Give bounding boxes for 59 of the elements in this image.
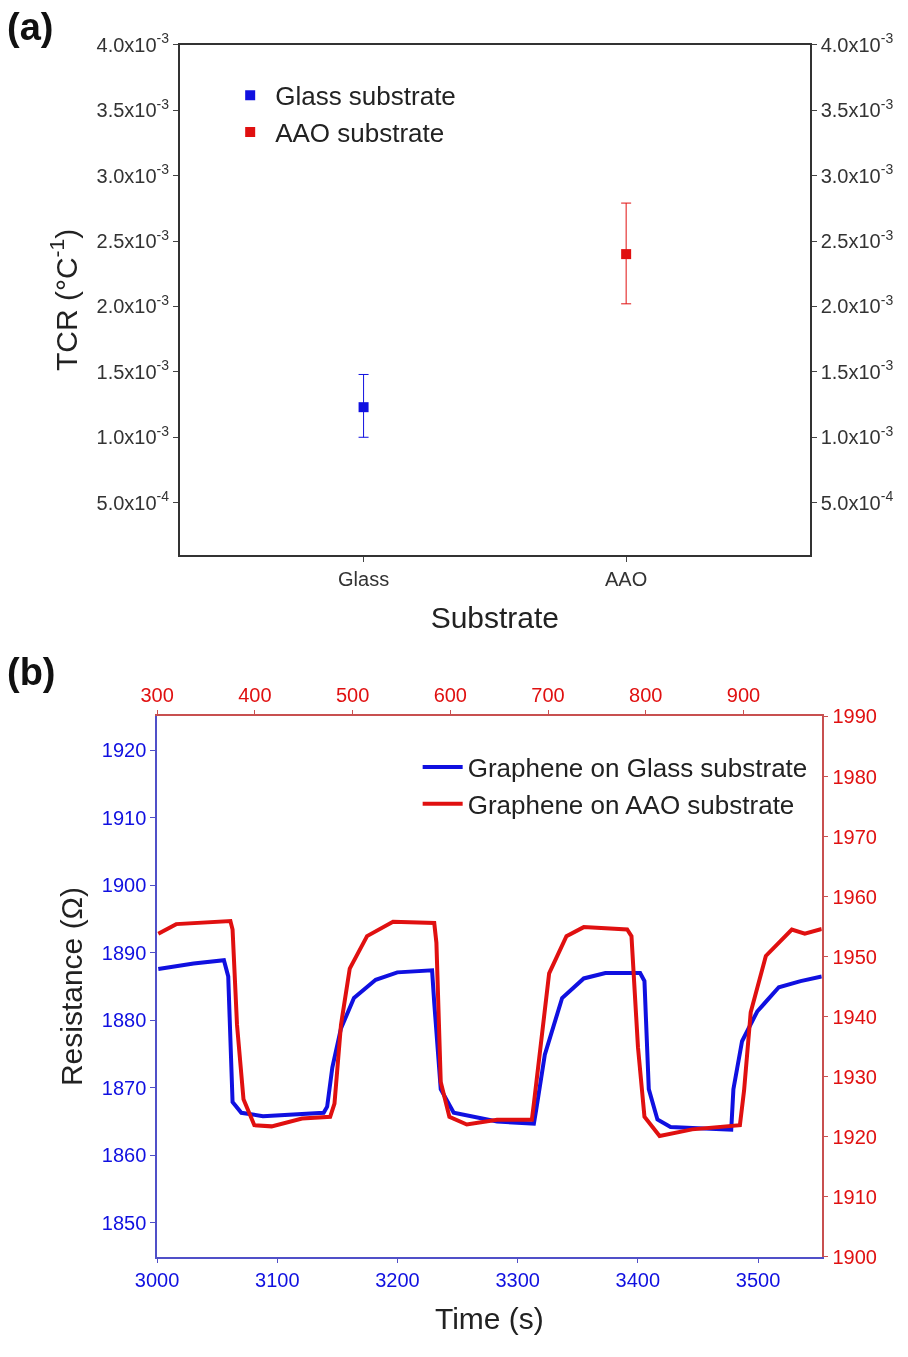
y-axis-title: Resistance (Ω) [55,886,89,1087]
y-tick-label: 1890 [101,941,147,964]
y2-tick-label: 4.0x10$^{-3}$ [820,30,894,56]
y-tick-label: 1880 [101,1009,147,1032]
y2-tick-label: 3.0x10$^{-3}$ [820,161,894,187]
y-tick-label: 1900 [101,874,147,897]
x2-tick-label: 400 [238,683,272,706]
y-tick-label: 3.5x10$^{-3}$ [96,95,170,122]
y-tick-label: 1.0x10$^{-3}$ [96,422,170,449]
legend-label: AAO substrate [275,118,445,149]
x-tick-label: 3000 [134,1269,180,1292]
y-tick-label: 1850 [101,1211,147,1234]
x2-tick-label: 600 [433,683,467,706]
line-series [157,919,822,1138]
x-tick-label: Glass [338,567,390,590]
x-tick-label: AAO [605,567,648,590]
chart-title: (a) [7,6,54,48]
y-tick-label: 1.5x10$^{-3}$ [96,357,170,383]
y-tick-label: 1910 [101,806,147,829]
y2-tick-label: 1990 [832,705,877,728]
x2-tick-label: 300 [140,683,174,706]
x-axis-title: Substrate [430,600,560,634]
y2-tick-label: 2.0x10$^{-3}$ [820,292,894,318]
x-tick-label: 3300 [495,1269,540,1292]
y-tick-label: 4.0x10$^{-3}$ [96,30,170,56]
y2-tick-label: 1940 [832,1005,877,1028]
y2-tick-label: 1960 [832,885,877,908]
x-tick-label: 3200 [375,1269,420,1292]
y2-tick-label: 2.5x10$^{-3}$ [820,226,894,253]
y-tick-label: 1920 [101,739,147,762]
y2-tick-label: 1930 [832,1065,877,1088]
y2-tick-label: 3.5x10$^{-3}$ [820,95,894,122]
chart-title: (b) [7,651,56,693]
y2-tick-label: 5.0x10$^{-4}$ [820,488,894,514]
x-tick-label: 3400 [615,1269,661,1292]
x-axis-title: Time (s) [434,1302,544,1336]
y-tick-label: 2.0x10$^{-3}$ [96,292,170,318]
legend-label: Graphene on AAO substrate [467,789,795,820]
y2-tick-label: 1.0x10$^{-3}$ [820,422,894,449]
legend-label: Glass substrate [275,81,456,112]
x-tick-label: 3100 [255,1269,300,1292]
y2-tick-label: 1950 [832,945,877,968]
x2-tick-label: 500 [335,683,370,706]
y2-tick-label: 1910 [832,1185,877,1208]
y2-tick-label: 1.5x10$^{-3}$ [820,357,894,383]
y-tick-label: 5.0x10$^{-4}$ [96,488,170,514]
y-tick-label: 1860 [101,1144,147,1167]
y2-tick-label: 1970 [832,825,877,848]
x-tick-label: 3500 [735,1269,781,1292]
x2-tick-label: 800 [629,683,663,706]
y-tick-label: 1870 [101,1076,147,1099]
y2-tick-label: 1900 [832,1245,877,1268]
x2-tick-label: 700 [531,683,565,706]
y-tick-label: 2.5x10$^{-3}$ [96,226,170,253]
y2-tick-label: 1920 [832,1125,877,1148]
legend-label: Graphene on Glass substrate [467,753,808,784]
y2-tick-label: 1980 [832,765,877,788]
x2-tick-label: 900 [726,683,761,706]
y-tick-label: 3.0x10$^{-3}$ [96,161,170,187]
